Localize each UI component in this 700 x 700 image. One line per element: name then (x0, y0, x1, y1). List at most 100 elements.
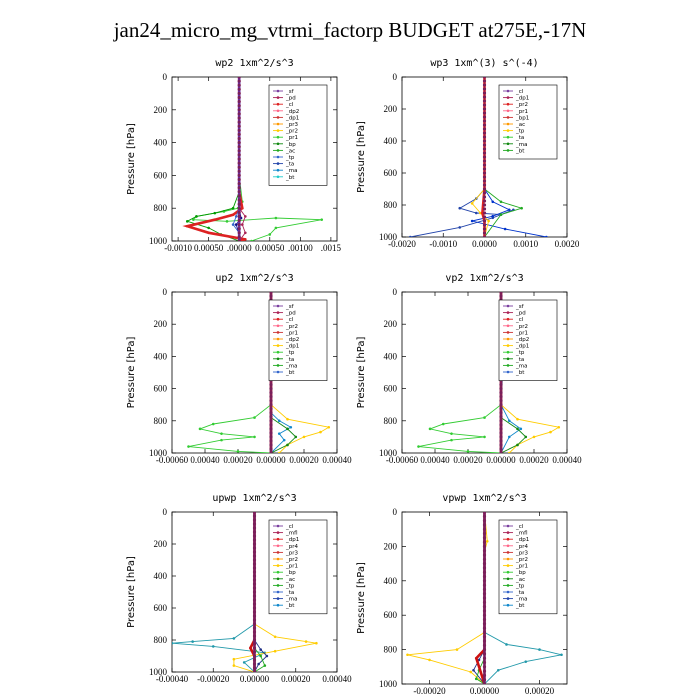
legend-entry: _mfl (515, 531, 528, 537)
legend-marker (276, 304, 280, 308)
zero-line-marker (269, 423, 273, 427)
data-point (191, 640, 194, 643)
plot-area (408, 77, 548, 237)
zero-line-marker (482, 211, 487, 215)
x-tick-label: -0.00060 (386, 455, 419, 465)
legend-entry: _cl (285, 317, 294, 323)
legend-marker (276, 364, 280, 367)
zero-line-marker (252, 646, 257, 650)
data-point (519, 427, 523, 431)
zero-line-marker (252, 590, 257, 594)
data-point (240, 206, 244, 210)
y-tick-label: 1000 (379, 679, 398, 689)
data-point (286, 443, 289, 447)
legend-entry: _pr1 (515, 330, 528, 336)
data-point (319, 430, 322, 434)
x-tick-label: 0.00020 (281, 674, 311, 684)
panel-4: vp2 1xm^2/s^3 Pressure [hPa] 0 200 400 600 800… (356, 273, 582, 465)
x-tick-label: 0.00020 (519, 455, 549, 465)
zero-line-marker (252, 550, 257, 554)
legend-marker (276, 168, 280, 172)
y-tick-label: 200 (384, 541, 398, 551)
data-point (231, 206, 235, 210)
panel-title: vpwp 1xm^2/s^3 (442, 493, 526, 504)
legend-entry: _tp (515, 350, 525, 356)
legend-entry: _ta (515, 590, 524, 596)
zero-line-marker (482, 77, 487, 79)
plot-frame (171, 76, 338, 242)
legend-marker (506, 364, 510, 367)
legend-entry: _tp (515, 583, 525, 589)
legend-marker (276, 537, 280, 541)
y-axis-label: Pressure [hPa] (126, 123, 137, 195)
data-point (450, 438, 453, 442)
data-point (265, 654, 269, 658)
y-tick-label: 200 (154, 319, 168, 329)
x-tick-label: -0.00020 (197, 674, 230, 684)
zero-line-marker (252, 582, 257, 586)
legend-marker (506, 116, 510, 119)
y-tick-label: 200 (154, 539, 168, 549)
legend-marker (276, 557, 280, 561)
legend-marker (506, 350, 510, 354)
y-tick-label: 800 (384, 416, 398, 426)
x-tick-label: 0.00040 (552, 455, 582, 465)
data-point (458, 206, 462, 210)
data-point (244, 231, 247, 235)
legend-marker (506, 370, 510, 374)
zero-line-marker (237, 182, 241, 186)
data-point (472, 668, 475, 672)
zero-line-marker (237, 186, 241, 190)
zero-line-marker (237, 165, 241, 169)
zero-line-marker (252, 614, 257, 618)
data-point (560, 653, 563, 657)
panel-title: wp2 1xm^2/s^3 (215, 58, 293, 69)
data-point (187, 445, 190, 448)
zero-line-marker (252, 522, 257, 526)
legend: _cl_dp1_pr2_pr1_bp1_ac_tp_ta_ma_bt (498, 84, 558, 160)
zero-line-marker (482, 167, 487, 171)
data-point (277, 451, 281, 453)
zero-line-marker (237, 153, 241, 157)
zero-line-marker (269, 451, 273, 453)
data-point (487, 219, 490, 223)
legend-marker (506, 102, 510, 106)
zero-line-marker (482, 669, 487, 673)
legend-entry: _ma (515, 597, 527, 603)
data-point (417, 445, 420, 448)
data-point (231, 213, 235, 217)
zero-line-marker (252, 642, 257, 646)
y-tick-label: 600 (384, 384, 398, 394)
data-point (557, 425, 561, 429)
zero-line-marker (499, 419, 503, 423)
series-dp1 (185, 77, 241, 241)
zero-line-marker (252, 534, 257, 538)
zero-line-marker (237, 100, 241, 104)
x-tick-label: 0.0020 (555, 239, 580, 249)
zero-line-marker (482, 147, 487, 151)
zero-line-marker (237, 124, 241, 128)
x-tick-label: 0.00040 (322, 674, 352, 684)
zero-line-marker (237, 132, 241, 136)
data-point (524, 660, 528, 663)
data-point (507, 451, 511, 453)
zero-line-marker (482, 682, 487, 684)
zero-line-marker (482, 527, 487, 531)
data-point (268, 233, 272, 236)
legend-marker (506, 317, 510, 321)
data-point (520, 206, 523, 210)
legend-entry: _pr3 (285, 122, 299, 128)
zero-line-marker (482, 536, 487, 540)
zero-line-marker (482, 648, 487, 652)
zero-line-marker (237, 173, 241, 177)
zero-line-marker (237, 116, 241, 120)
legend-entry: _bt (285, 175, 295, 181)
zero-line-marker (252, 598, 257, 602)
zero-line-marker (482, 587, 487, 592)
x-tick-label: -0.00020 (413, 686, 446, 696)
data-point (516, 443, 519, 447)
y-tick-label: 800 (154, 635, 168, 645)
panel-1: wp2 1xm^2/s^3 Pressure [hPa] 0 200 400 600 800… (126, 58, 342, 253)
zero-line-marker (482, 155, 487, 159)
